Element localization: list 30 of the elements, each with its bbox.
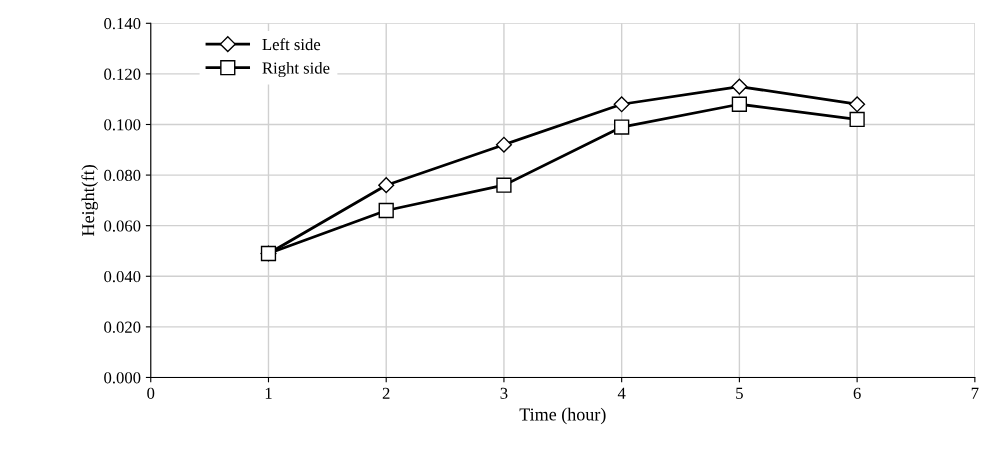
- x-tick-label: 0: [147, 387, 155, 399]
- point: [378, 202, 394, 219]
- y-tick-label: 0.060: [104, 220, 141, 232]
- y-axis-title: Height(ft): [81, 165, 98, 236]
- y-tick-label: 0.000: [104, 372, 141, 384]
- legend-label: Left side: [262, 38, 321, 51]
- point: [614, 119, 630, 135]
- x-tick-label: 6: [853, 387, 861, 399]
- point: [731, 78, 748, 95]
- x-tick-label: 5: [736, 387, 743, 399]
- x-tick-label: 4: [617, 387, 626, 399]
- point: [495, 136, 512, 153]
- y-tick-label: 0.020: [104, 321, 141, 333]
- point: [849, 96, 866, 113]
- x-tick-label: 7: [971, 387, 979, 399]
- point: [849, 111, 865, 128]
- x-tick-label: 3: [500, 387, 508, 399]
- point: [731, 96, 748, 112]
- y-tick-label: 0.100: [104, 119, 141, 131]
- y-tick-label: 0.040: [104, 270, 141, 283]
- y-tick-label: 0.080: [104, 169, 141, 182]
- point: [496, 177, 512, 193]
- x-tick-label: 1: [265, 387, 272, 399]
- point: [378, 177, 395, 194]
- point: [613, 96, 630, 113]
- x-axis-title: Time (hour): [519, 407, 606, 425]
- x-tick-label: 2: [382, 387, 390, 399]
- legend-label: Right side: [262, 61, 330, 78]
- y-tick-label: 0.140: [104, 18, 141, 30]
- y-tick-label: 0.120: [104, 68, 141, 80]
